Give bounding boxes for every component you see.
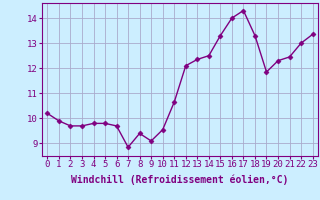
X-axis label: Windchill (Refroidissement éolien,°C): Windchill (Refroidissement éolien,°C) <box>71 175 289 185</box>
